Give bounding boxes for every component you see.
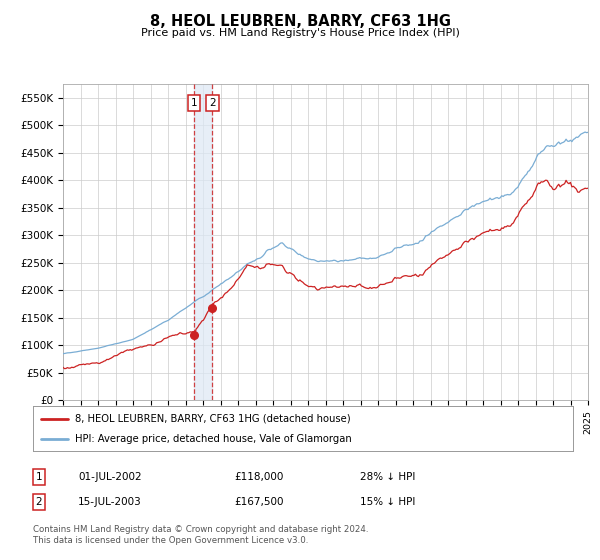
Text: Price paid vs. HM Land Registry's House Price Index (HPI): Price paid vs. HM Land Registry's House … xyxy=(140,28,460,38)
Text: 8, HEOL LEUBREN, BARRY, CF63 1HG (detached house): 8, HEOL LEUBREN, BARRY, CF63 1HG (detach… xyxy=(75,413,351,423)
Text: £167,500: £167,500 xyxy=(234,497,284,507)
Text: 2: 2 xyxy=(35,497,43,507)
Text: This data is licensed under the Open Government Licence v3.0.: This data is licensed under the Open Gov… xyxy=(33,536,308,545)
Text: 1: 1 xyxy=(35,472,43,482)
Text: 15% ↓ HPI: 15% ↓ HPI xyxy=(360,497,415,507)
Text: 28% ↓ HPI: 28% ↓ HPI xyxy=(360,472,415,482)
Text: HPI: Average price, detached house, Vale of Glamorgan: HPI: Average price, detached house, Vale… xyxy=(75,433,352,444)
Bar xyxy=(194,84,212,400)
Text: 01-JUL-2002: 01-JUL-2002 xyxy=(78,472,142,482)
Text: 15-JUL-2003: 15-JUL-2003 xyxy=(78,497,142,507)
Text: £118,000: £118,000 xyxy=(234,472,283,482)
Text: 2: 2 xyxy=(209,98,216,108)
Text: Contains HM Land Registry data © Crown copyright and database right 2024.: Contains HM Land Registry data © Crown c… xyxy=(33,525,368,534)
Text: 8, HEOL LEUBREN, BARRY, CF63 1HG: 8, HEOL LEUBREN, BARRY, CF63 1HG xyxy=(149,14,451,29)
Text: 1: 1 xyxy=(191,98,197,108)
